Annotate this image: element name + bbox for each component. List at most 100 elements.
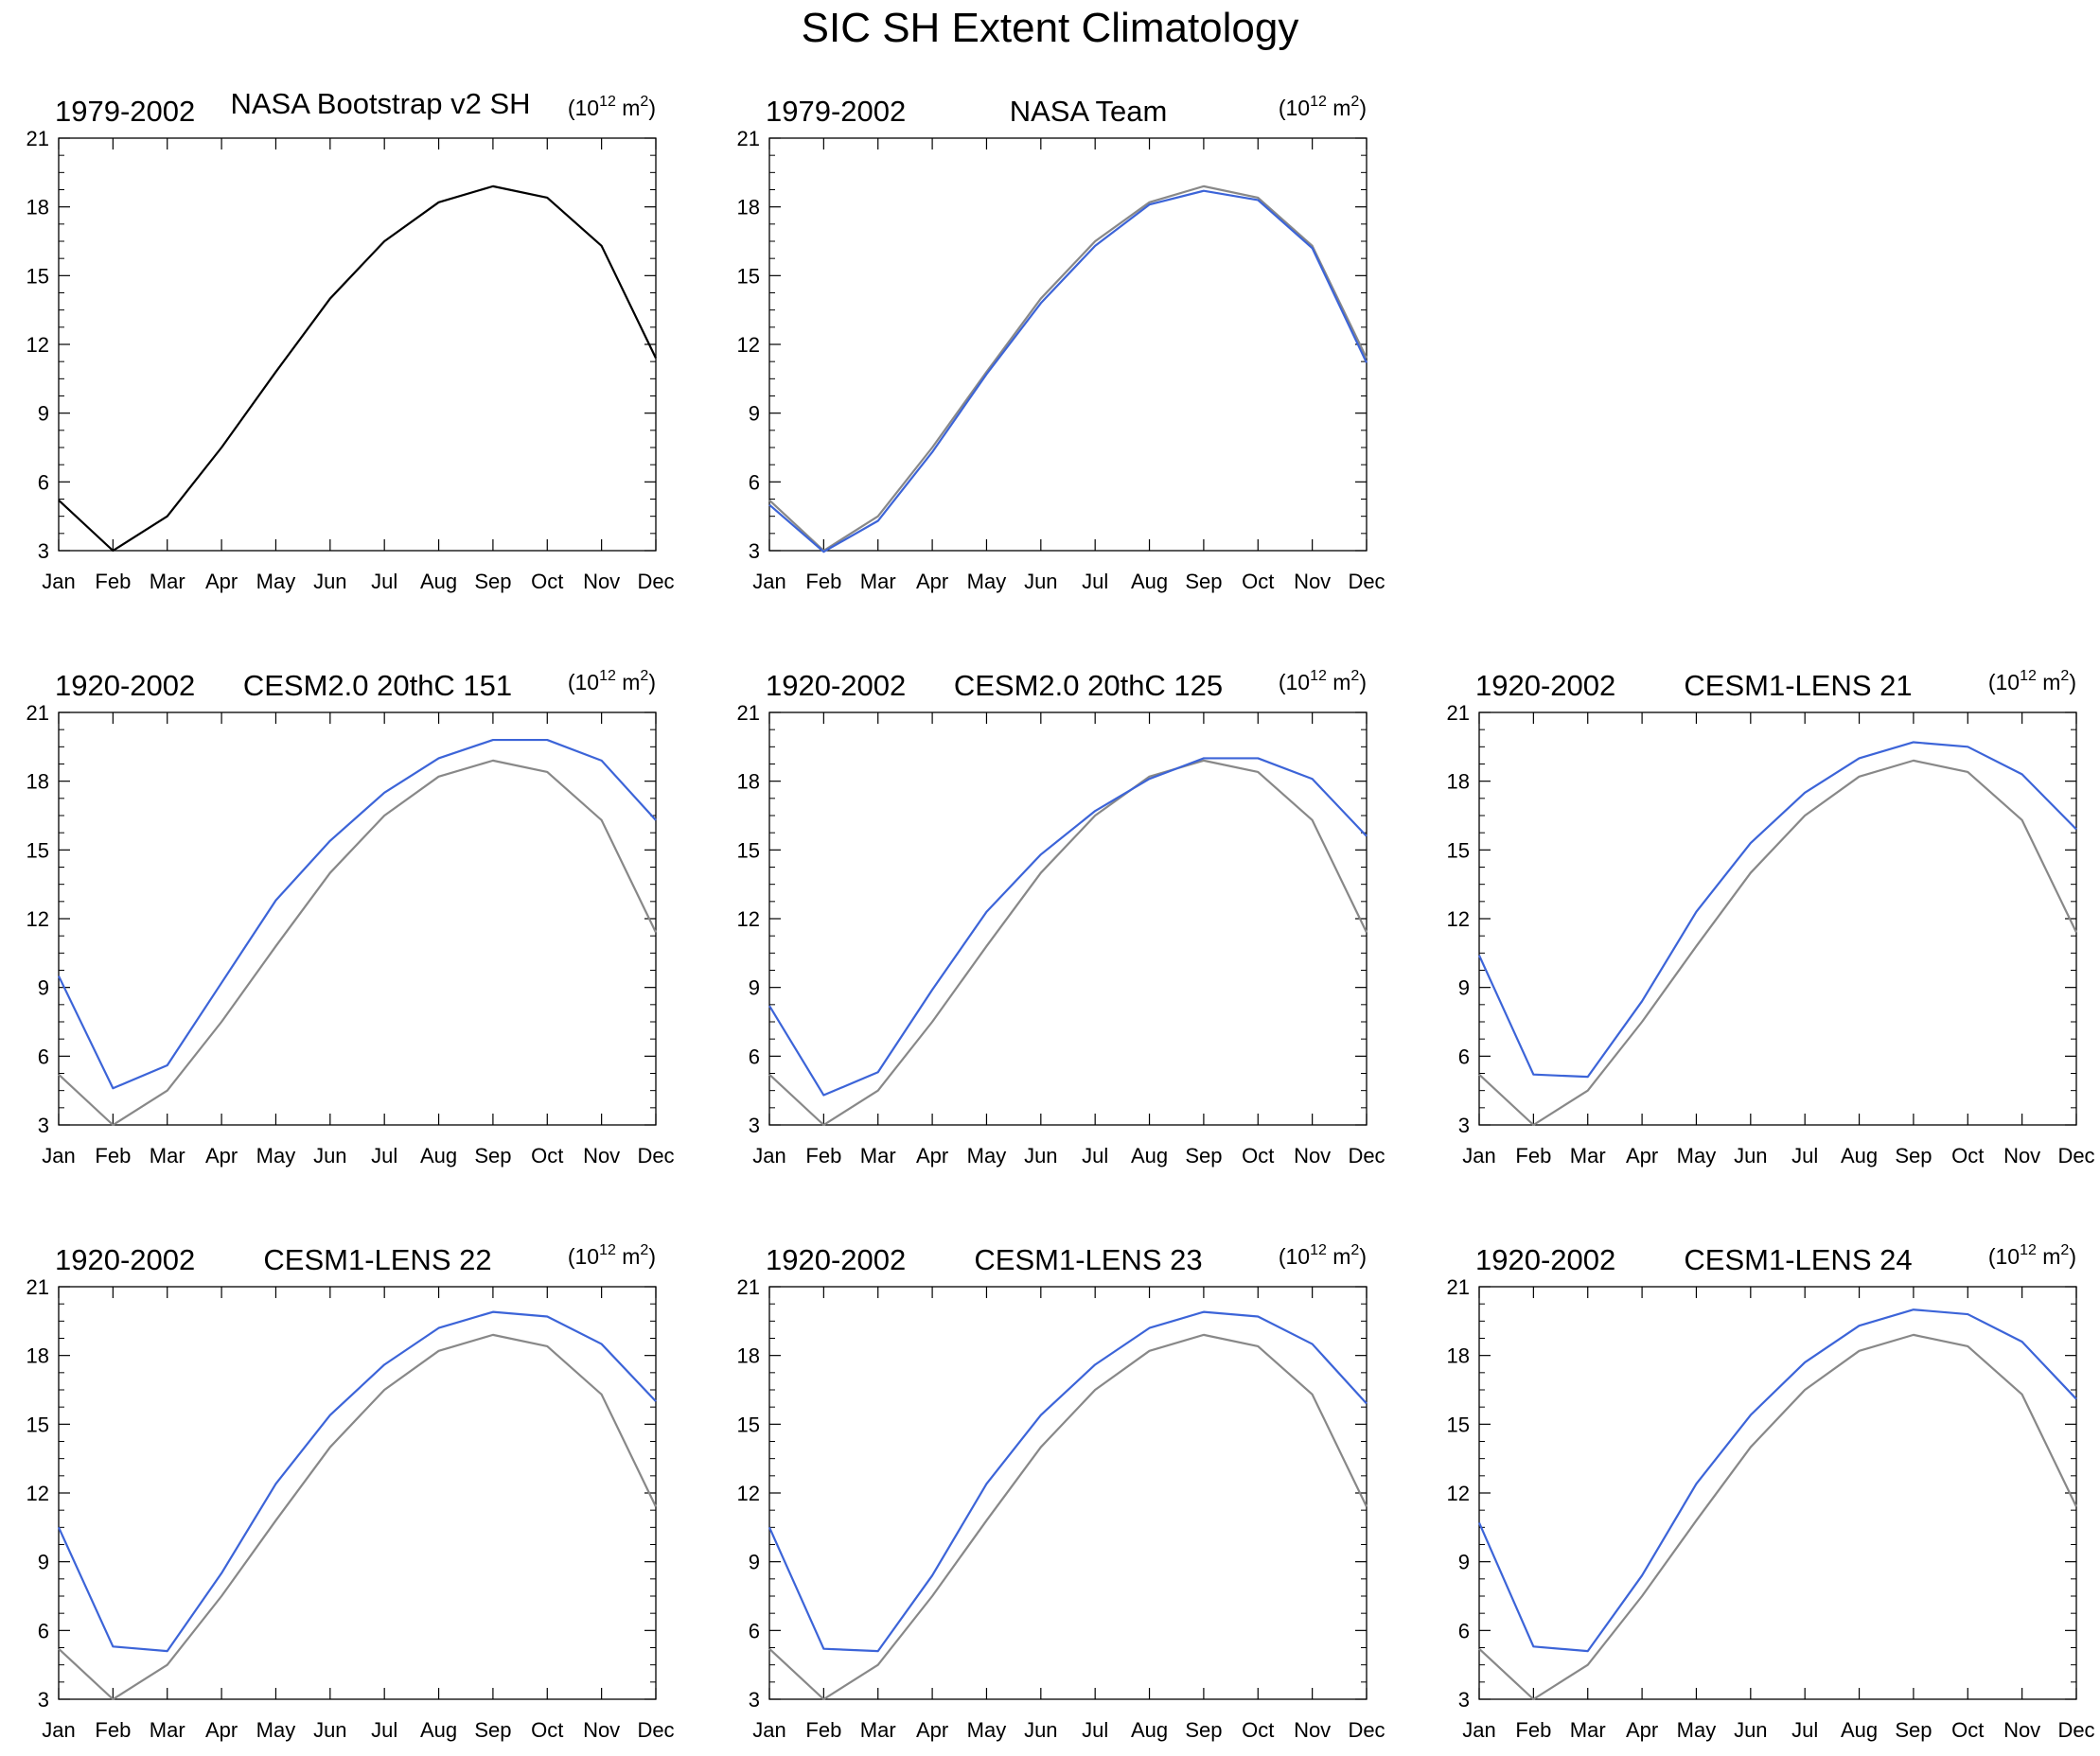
x-tick-label: Oct <box>531 570 563 593</box>
series-line-main <box>58 738 657 1090</box>
x-tick-label: Jul <box>371 1718 397 1742</box>
y-tick-label: 6 <box>1458 1045 1470 1068</box>
x-tick-label: Nov <box>1294 1144 1331 1168</box>
units-label: (1012 m2) <box>568 668 656 694</box>
y-tick-label: 21 <box>737 1275 760 1299</box>
x-tick-label: Sep <box>474 1718 511 1742</box>
x-tick-label: Mar <box>860 570 896 593</box>
x-tick-label: May <box>256 570 296 593</box>
x-tick-label: Jul <box>1791 1718 1818 1742</box>
x-tick-label: Oct <box>1951 1144 1984 1168</box>
x-tick-label: Sep <box>1185 570 1222 593</box>
panel-1: 3 6 9 12 15 18 21 Jan Feb Mar Apr May Jun Jul Aug Sep Oc… <box>26 87 675 593</box>
y-tick-label: 21 <box>737 127 760 150</box>
x-tick-label: May <box>1677 1144 1717 1168</box>
units-label: (1012 m2) <box>568 1242 656 1269</box>
x-tick-label: Dec <box>1348 570 1385 593</box>
series-line-observed <box>1478 759 2077 1127</box>
units-label: (1012 m2) <box>1988 1242 2076 1269</box>
x-tick-label: Jun <box>1024 570 1057 593</box>
y-tick-label: 6 <box>38 470 49 494</box>
x-tick-label: Jul <box>1082 1144 1108 1168</box>
x-tick-label: Apr <box>205 1144 238 1168</box>
x-tick-label: Apr <box>205 570 238 593</box>
x-tick-label: Oct <box>1242 570 1274 593</box>
y-tick-label: 9 <box>749 976 760 1000</box>
y-tick-label: 12 <box>1447 1482 1470 1505</box>
x-tick-label: Jan <box>752 1144 785 1168</box>
y-tick-label: 18 <box>26 770 49 794</box>
y-tick-label: 3 <box>749 1114 760 1137</box>
y-tick-label: 12 <box>26 907 49 931</box>
y-tick-label: 9 <box>1458 1551 1470 1574</box>
y-tick-label: 9 <box>749 1551 760 1574</box>
units-label: (1012 m2) <box>1988 668 2076 694</box>
y-tick-label: 18 <box>737 196 760 220</box>
panel-period: 1920-2002 <box>55 1243 195 1276</box>
x-tick-label: May <box>967 570 1007 593</box>
x-tick-label: Sep <box>1185 1144 1222 1168</box>
x-tick-label: Jan <box>42 1718 75 1742</box>
y-tick-label: 21 <box>1447 701 1470 725</box>
x-tick-label: Aug <box>1131 1144 1168 1168</box>
series-line-main <box>58 184 657 553</box>
panel-3: 3 6 9 12 15 18 21 Jan Feb Mar Apr May Jun Jul Aug Sep Oc… <box>26 668 675 1168</box>
series-line-main <box>57 1310 657 1653</box>
panel-2: 3 6 9 12 15 18 21 Jan Feb Mar Apr May Jun Jul Aug Sep Oc… <box>737 94 1385 593</box>
x-tick-label: Sep <box>474 570 511 593</box>
panel-period: 1920-2002 <box>766 669 906 702</box>
plot-frame <box>58 137 657 552</box>
panel-title: CESM1-LENS 24 <box>1684 1243 1912 1276</box>
x-tick-label: Apr <box>916 1718 948 1742</box>
panel-title: CESM1-LENS 21 <box>1684 669 1912 702</box>
x-tick-label: Aug <box>420 1144 457 1168</box>
x-tick-label: Apr <box>1626 1144 1658 1168</box>
y-tick-label: 12 <box>26 333 49 357</box>
y-tick-label: 15 <box>26 838 49 862</box>
x-tick-label: Jul <box>371 570 397 593</box>
y-tick-label: 3 <box>749 539 760 563</box>
y-tick-label: 3 <box>1458 1114 1470 1137</box>
series-line-main <box>768 757 1368 1097</box>
x-tick-label: Sep <box>1185 1718 1222 1742</box>
y-tick-label: 9 <box>38 976 49 1000</box>
x-tick-label: May <box>1677 1718 1717 1742</box>
x-tick-label: Jun <box>1734 1144 1767 1168</box>
panel-4: 3 6 9 12 15 18 21 Jan Feb Mar Apr May Jun Jul Aug Sep Oc… <box>737 668 1385 1168</box>
x-tick-label: Jan <box>1462 1718 1495 1742</box>
x-tick-label: Oct <box>531 1718 563 1742</box>
x-tick-label: Jun <box>1024 1144 1057 1168</box>
x-tick-label: Oct <box>531 1144 563 1168</box>
panel-title: NASA Team <box>1010 95 1168 128</box>
x-tick-label: Mar <box>1570 1718 1606 1742</box>
x-tick-label: Dec <box>1348 1144 1385 1168</box>
y-tick-label: 12 <box>737 333 760 357</box>
panel-title: CESM2.0 20thC 125 <box>954 669 1223 702</box>
y-tick-label: 3 <box>38 1114 49 1137</box>
y-tick-label: 9 <box>38 402 49 426</box>
x-tick-label: Feb <box>1515 1718 1551 1742</box>
figure-title: SIC SH Extent Climatology <box>801 5 1299 51</box>
units-label: (1012 m2) <box>568 94 656 120</box>
plot-frame <box>58 711 657 1126</box>
plot-frame <box>1478 1286 2077 1700</box>
y-tick-label: 18 <box>737 1344 760 1368</box>
series-line-observed <box>768 184 1368 553</box>
panel-period: 1920-2002 <box>1475 669 1615 702</box>
y-tick-label: 21 <box>26 1275 49 1299</box>
x-tick-label: Aug <box>1841 1718 1878 1742</box>
series-line-main <box>768 1310 1368 1653</box>
y-tick-label: 15 <box>1447 838 1470 862</box>
y-tick-label: 21 <box>737 701 760 725</box>
y-tick-label: 9 <box>1458 976 1470 1000</box>
y-tick-label: 6 <box>1458 1619 1470 1642</box>
x-tick-label: Nov <box>583 1718 620 1742</box>
y-tick-label: 6 <box>749 470 760 494</box>
units-label: (1012 m2) <box>1279 1242 1367 1269</box>
x-tick-label: Nov <box>1294 1718 1331 1742</box>
y-tick-label: 18 <box>26 1344 49 1368</box>
x-tick-label: Jan <box>1462 1144 1495 1168</box>
y-tick-label: 9 <box>749 402 760 426</box>
y-tick-label: 21 <box>1447 1275 1470 1299</box>
